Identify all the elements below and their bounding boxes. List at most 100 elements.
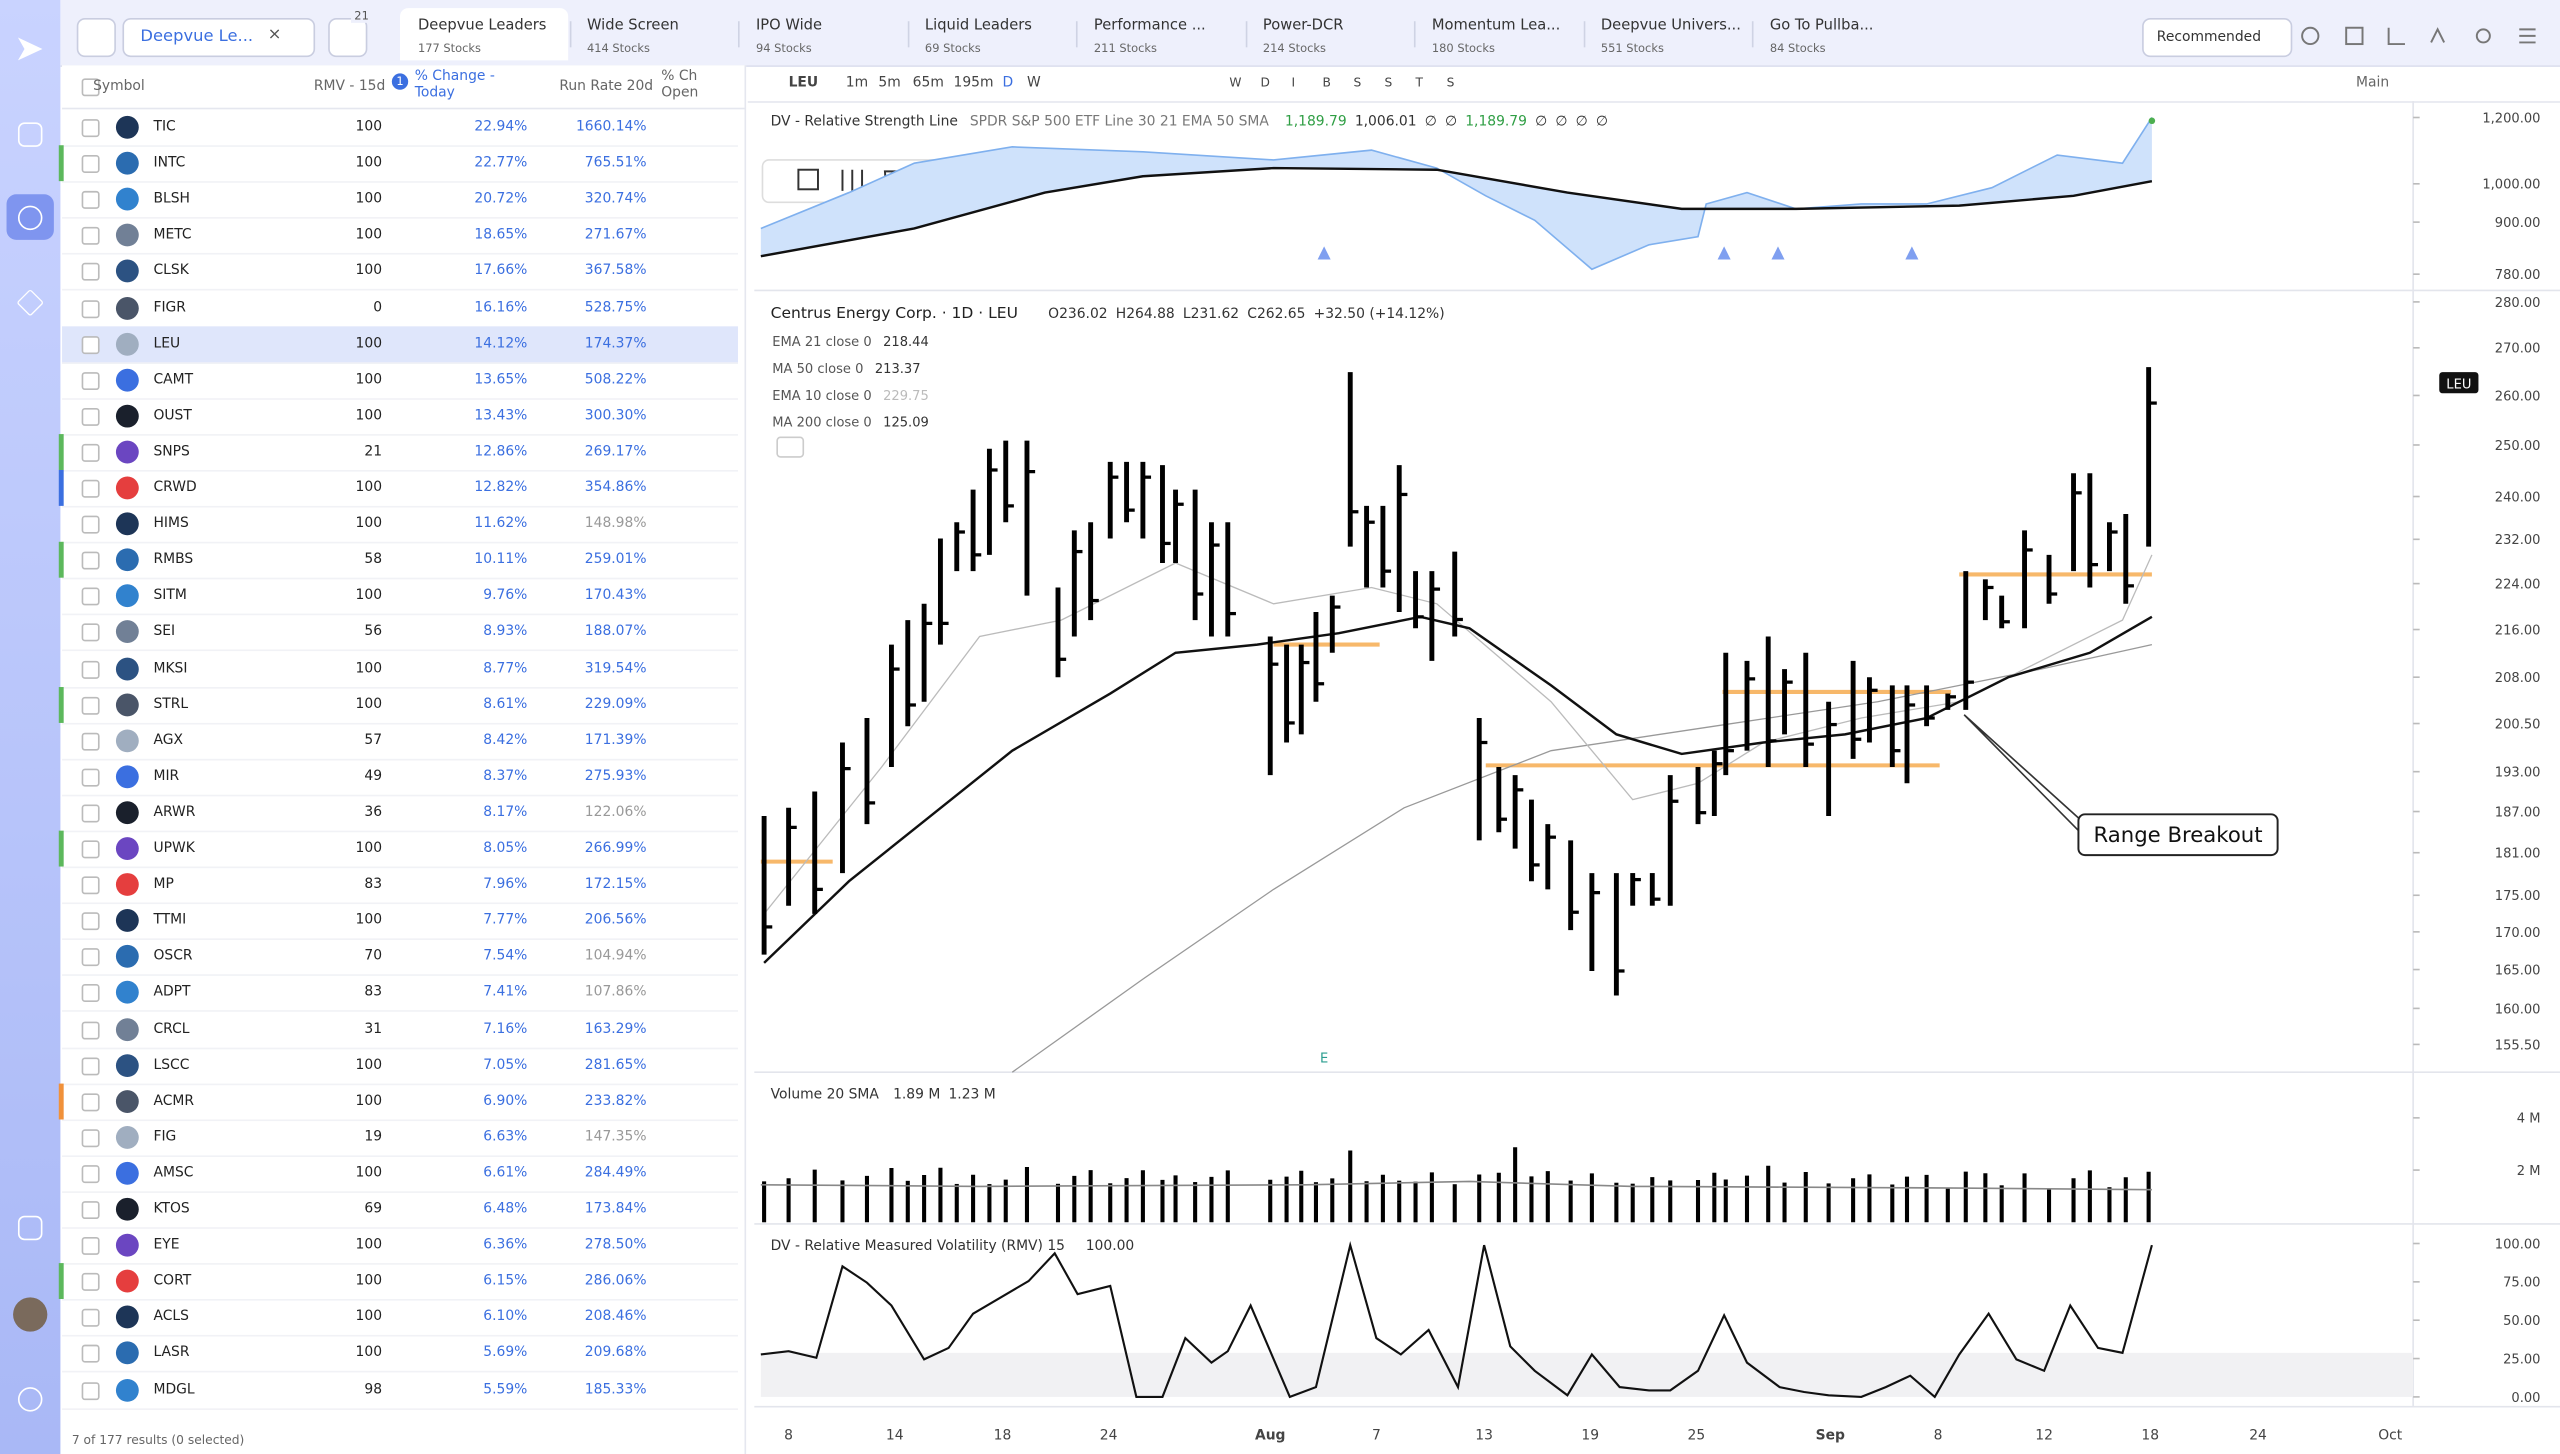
row-checkbox[interactable]: [81, 191, 100, 210]
row-checkbox[interactable]: [81, 1020, 100, 1039]
table-row[interactable]: MKSI 100 8.77% 319.54%: [62, 650, 738, 688]
tab[interactable]: Wide Screen 414 Stocks: [568, 8, 737, 60]
row-checkbox[interactable]: [81, 948, 100, 967]
row-checkbox[interactable]: [81, 660, 100, 679]
row-checkbox[interactable]: [81, 876, 100, 895]
interval[interactable]: 65m: [912, 75, 944, 92]
column-header[interactable]: Run Rate 20d: [559, 78, 654, 95]
filter-button[interactable]: 21: [328, 9, 373, 58]
tool-button[interactable]: I: [1291, 75, 1296, 90]
row-checkbox[interactable]: [81, 1164, 100, 1183]
row-checkbox[interactable]: [81, 912, 100, 931]
row-checkbox[interactable]: [81, 371, 100, 390]
tab[interactable]: Momentum Lea... 180 Stocks: [1413, 8, 1582, 60]
row-checkbox[interactable]: [81, 624, 100, 642]
row-checkbox[interactable]: [81, 1381, 100, 1400]
table-row[interactable]: CORT 100 6.15% 286.06%: [58, 1263, 738, 1301]
toolbar-symbol[interactable]: LEU: [788, 75, 819, 92]
nav-icon[interactable]: [17, 205, 43, 231]
tool-button[interactable]: S: [1446, 75, 1455, 90]
row-checkbox[interactable]: [81, 1092, 100, 1111]
select-all[interactable]: [81, 78, 100, 97]
row-checkbox[interactable]: [81, 119, 100, 138]
table-row[interactable]: OSCR 70 7.54% 104.94%: [62, 939, 738, 977]
column-header[interactable]: % Ch Open: [661, 68, 699, 102]
interval[interactable]: 5m: [878, 75, 901, 92]
table-row[interactable]: CLSK 100 17.66% 367.58%: [62, 254, 738, 292]
table-row[interactable]: KTOS 69 6.48% 173.84%: [62, 1191, 738, 1229]
table-row[interactable]: TIC 100 22.94% 1660.14%: [62, 109, 738, 147]
row-checkbox[interactable]: [81, 1128, 100, 1147]
table-row[interactable]: UPWK 100 8.05% 266.99%: [58, 830, 738, 869]
row-checkbox[interactable]: [81, 1309, 100, 1328]
row-checkbox[interactable]: [81, 840, 100, 859]
tool-button[interactable]: S: [1384, 75, 1393, 90]
row-checkbox[interactable]: [81, 696, 100, 715]
table-row[interactable]: BLSH 100 20.72% 320.74%: [62, 181, 738, 219]
table-row[interactable]: EYE 100 6.36% 278.50%: [62, 1227, 738, 1265]
tool-button[interactable]: T: [1415, 75, 1424, 90]
tab[interactable]: Deepvue Univers... 551 Stocks: [1582, 8, 1751, 60]
column-header[interactable]: RMV - 15d: [313, 78, 386, 95]
search-button[interactable]: [76, 17, 116, 58]
table-row[interactable]: SITM 100 9.76% 170.43%: [62, 578, 738, 616]
tab[interactable]: Liquid Leaders 69 Stocks: [906, 8, 1075, 60]
row-checkbox[interactable]: [81, 732, 100, 751]
nav-icon[interactable]: [17, 1215, 43, 1241]
row-checkbox[interactable]: [81, 587, 100, 606]
row-checkbox[interactable]: [81, 984, 100, 1003]
row-checkbox[interactable]: [81, 227, 100, 246]
tab[interactable]: Performance ... 211 Stocks: [1075, 8, 1244, 60]
table-row[interactable]: SEI 56 8.93% 188.07%: [62, 614, 738, 652]
tool-button[interactable]: B: [1322, 75, 1331, 90]
tab[interactable]: IPO Wide 94 Stocks: [737, 8, 906, 60]
table-row[interactable]: ADPT 83 7.41% 107.86%: [62, 975, 738, 1013]
row-checkbox[interactable]: [81, 335, 100, 354]
table-row[interactable]: TTMI 100 7.77% 206.56%: [62, 903, 738, 941]
column-header[interactable]: Symbol: [93, 78, 145, 95]
row-checkbox[interactable]: [81, 479, 100, 498]
collapse-button[interactable]: [776, 436, 805, 458]
tab[interactable]: Go To Pullba... 84 Stocks: [1751, 8, 1920, 60]
tab[interactable]: Power-DCR 214 Stocks: [1244, 8, 1413, 60]
table-row[interactable]: RMBS 58 10.11% 259.01%: [58, 542, 738, 580]
row-checkbox[interactable]: [81, 1201, 100, 1220]
table-row[interactable]: LSCC 100 7.05% 281.65%: [62, 1047, 738, 1085]
watchlist-select[interactable]: Deepvue Le... ×: [122, 17, 316, 58]
table-row[interactable]: CRCL 31 7.16% 163.29%: [62, 1011, 738, 1049]
row-checkbox[interactable]: [81, 515, 100, 534]
table-row[interactable]: SNPS 21 12.86% 269.17%: [58, 433, 738, 472]
row-checkbox[interactable]: [81, 443, 100, 462]
clear-icon[interactable]: ×: [267, 26, 282, 45]
row-checkbox[interactable]: [81, 263, 100, 282]
row-checkbox[interactable]: [81, 804, 100, 823]
avatar[interactable]: [13, 1297, 48, 1332]
row-checkbox[interactable]: [81, 299, 100, 318]
column-header[interactable]: % Change - Today: [414, 68, 495, 102]
help-icon[interactable]: [17, 1387, 43, 1412]
table-row[interactable]: OUST 100 13.43% 300.30%: [62, 398, 738, 436]
tab[interactable]: Deepvue Leaders 177 Stocks: [400, 8, 569, 61]
nav-icon[interactable]: [17, 122, 43, 147]
table-row[interactable]: LASR 100 5.69% 209.68%: [62, 1336, 738, 1374]
table-row[interactable]: METC 100 18.65% 271.67%: [62, 218, 738, 256]
table-row[interactable]: MP 83 7.96% 172.15%: [62, 867, 738, 905]
tool-button[interactable]: S: [1353, 75, 1362, 90]
table-row[interactable]: CRWD 100 12.82% 354.86%: [58, 469, 738, 508]
sort-select[interactable]: Recommended: [2142, 17, 2293, 58]
tool-button[interactable]: W: [1229, 75, 1242, 90]
interval[interactable]: D: [1002, 75, 1014, 92]
table-row[interactable]: ARWR 36 8.17% 122.06%: [62, 795, 738, 833]
table-row[interactable]: AGX 57 8.42% 171.39%: [62, 722, 738, 760]
interval[interactable]: W: [1026, 75, 1041, 92]
interval[interactable]: 195m: [953, 75, 994, 92]
row-checkbox[interactable]: [81, 768, 100, 787]
tool-button[interactable]: D: [1260, 75, 1270, 90]
table-row[interactable]: CAMT 100 13.65% 508.22%: [62, 362, 738, 400]
row-checkbox[interactable]: [81, 551, 100, 570]
row-checkbox[interactable]: [81, 1056, 100, 1075]
table-row[interactable]: STRL 100 8.61% 229.09%: [58, 686, 738, 724]
row-checkbox[interactable]: [81, 1273, 100, 1292]
table-row[interactable]: MDGL 98 5.59% 185.33%: [62, 1372, 738, 1410]
row-checkbox[interactable]: [81, 1237, 100, 1256]
